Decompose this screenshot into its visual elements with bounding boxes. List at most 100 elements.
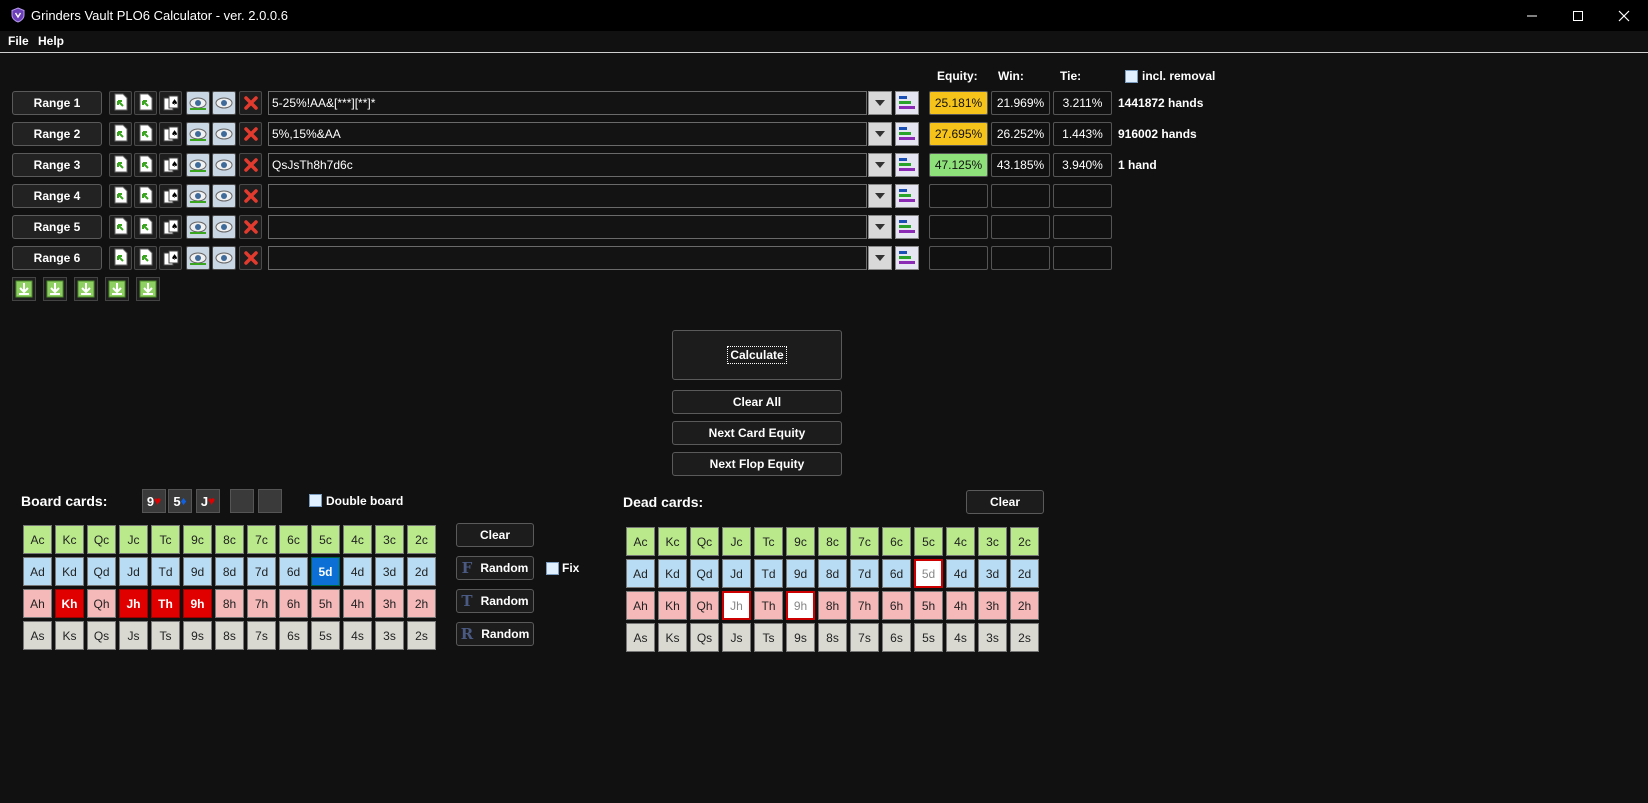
range-input[interactable]: 5%,15%&AA [268, 122, 867, 146]
board-card-7h[interactable]: 7h [247, 589, 276, 618]
board-card-5d[interactable]: 5d [311, 557, 340, 586]
next-flop-equity-button[interactable]: Next Flop Equity [672, 452, 842, 476]
fix-checkbox[interactable] [546, 562, 559, 575]
download-range-button[interactable] [12, 277, 36, 301]
dead-card-Qc[interactable]: Qc [690, 527, 719, 556]
range-stats-button[interactable] [895, 91, 919, 115]
dead-card-Jh[interactable]: Jh [722, 591, 751, 620]
board-card-8c[interactable]: 8c [215, 525, 244, 554]
board-card-9h[interactable]: 9h [183, 589, 212, 618]
range-button[interactable]: Range 6 [12, 246, 102, 270]
board-card-Kc[interactable]: Kc [55, 525, 84, 554]
range-dropdown-button[interactable] [868, 215, 892, 239]
view-range-alt-button[interactable] [212, 215, 236, 239]
view-range-button[interactable] [186, 184, 210, 208]
random-button[interactable]: T Random [456, 589, 534, 613]
range-stats-button[interactable] [895, 246, 919, 270]
range-button[interactable]: Range 3 [12, 153, 102, 177]
dead-card-3c[interactable]: 3c [978, 527, 1007, 556]
board-card-Qc[interactable]: Qc [87, 525, 116, 554]
dead-card-6h[interactable]: 6h [882, 591, 911, 620]
board-card-Jd[interactable]: Jd [119, 557, 148, 586]
board-card-2h[interactable]: 2h [407, 589, 436, 618]
dead-card-9s[interactable]: 9s [786, 623, 815, 652]
board-card-6c[interactable]: 6c [279, 525, 308, 554]
range-input[interactable]: QsJsTh8h7d6c [268, 153, 867, 177]
dead-card-7d[interactable]: 7d [850, 559, 879, 588]
random-button[interactable]: R Random [456, 622, 534, 646]
dead-clear-button[interactable]: Clear [966, 490, 1044, 514]
dead-card-Ad[interactable]: Ad [626, 559, 655, 588]
view-range-alt-button[interactable] [212, 184, 236, 208]
dead-card-Qs[interactable]: Qs [690, 623, 719, 652]
board-card-7c[interactable]: 7c [247, 525, 276, 554]
dead-card-6s[interactable]: 6s [882, 623, 911, 652]
dead-card-Jd[interactable]: Jd [722, 559, 751, 588]
range-button[interactable]: Range 5 [12, 215, 102, 239]
board-card-7d[interactable]: 7d [247, 557, 276, 586]
dead-card-Th[interactable]: Th [754, 591, 783, 620]
board-card-Jh[interactable]: Jh [119, 589, 148, 618]
board-card-Jc[interactable]: Jc [119, 525, 148, 554]
board-card-4d[interactable]: 4d [343, 557, 372, 586]
board-card-Ac[interactable]: Ac [23, 525, 52, 554]
dead-card-Qd[interactable]: Qd [690, 559, 719, 588]
cards-range-button[interactable]: ♠ [159, 122, 182, 146]
board-card-9s[interactable]: 9s [183, 621, 212, 650]
board-card-9d[interactable]: 9d [183, 557, 212, 586]
range-input[interactable] [268, 246, 867, 270]
dead-card-Ks[interactable]: Ks [658, 623, 687, 652]
next-card-equity-button[interactable]: Next Card Equity [672, 421, 842, 445]
range-stats-button[interactable] [895, 215, 919, 239]
board-card-4h[interactable]: 4h [343, 589, 372, 618]
board-card-Kh[interactable]: Kh [55, 589, 84, 618]
dead-card-6c[interactable]: 6c [882, 527, 911, 556]
dead-card-4h[interactable]: 4h [946, 591, 975, 620]
board-card-6h[interactable]: 6h [279, 589, 308, 618]
cards-range-button[interactable]: ♠ [159, 153, 182, 177]
board-card-Ks[interactable]: Ks [55, 621, 84, 650]
dead-card-4c[interactable]: 4c [946, 527, 975, 556]
board-card-Tc[interactable]: Tc [151, 525, 180, 554]
range-stats-button[interactable] [895, 184, 919, 208]
dead-card-Ah[interactable]: Ah [626, 591, 655, 620]
range-button[interactable]: Range 1 [12, 91, 102, 115]
import-range-button[interactable] [109, 153, 132, 177]
board-card-5s[interactable]: 5s [311, 621, 340, 650]
export-range-button[interactable] [134, 122, 157, 146]
view-range-button[interactable] [186, 215, 210, 239]
board-card-4s[interactable]: 4s [343, 621, 372, 650]
dead-card-Kc[interactable]: Kc [658, 527, 687, 556]
import-range-button[interactable] [109, 91, 132, 115]
board-card-slot[interactable] [258, 489, 282, 513]
dead-card-Js[interactable]: Js [722, 623, 751, 652]
dead-card-3h[interactable]: 3h [978, 591, 1007, 620]
dead-card-5d[interactable]: 5d [914, 559, 943, 588]
view-range-button[interactable] [186, 246, 210, 270]
dead-card-8s[interactable]: 8s [818, 623, 847, 652]
range-button[interactable]: Range 2 [12, 122, 102, 146]
board-clear-button[interactable]: Clear [456, 523, 534, 547]
double-board-checkbox[interactable] [309, 494, 322, 507]
dead-card-3s[interactable]: 3s [978, 623, 1007, 652]
dead-card-Ts[interactable]: Ts [754, 623, 783, 652]
board-card-3d[interactable]: 3d [375, 557, 404, 586]
menu-help[interactable]: Help [38, 34, 65, 48]
dead-card-5h[interactable]: 5h [914, 591, 943, 620]
clear-all-button[interactable]: Clear All [672, 390, 842, 414]
board-card-6s[interactable]: 6s [279, 621, 308, 650]
board-card-8h[interactable]: 8h [215, 589, 244, 618]
board-card-5c[interactable]: 5c [311, 525, 340, 554]
view-range-button[interactable] [186, 153, 210, 177]
export-range-button[interactable] [134, 153, 157, 177]
import-range-button[interactable] [109, 122, 132, 146]
dead-card-As[interactable]: As [626, 623, 655, 652]
dead-card-8c[interactable]: 8c [818, 527, 847, 556]
board-card-slot[interactable]: J ♥ [196, 489, 220, 513]
board-card-4c[interactable]: 4c [343, 525, 372, 554]
cards-range-button[interactable]: ♠ [159, 184, 182, 208]
dead-card-9h[interactable]: 9h [786, 591, 815, 620]
cards-range-button[interactable]: ♠ [159, 246, 182, 270]
board-card-2s[interactable]: 2s [407, 621, 436, 650]
dead-card-7h[interactable]: 7h [850, 591, 879, 620]
